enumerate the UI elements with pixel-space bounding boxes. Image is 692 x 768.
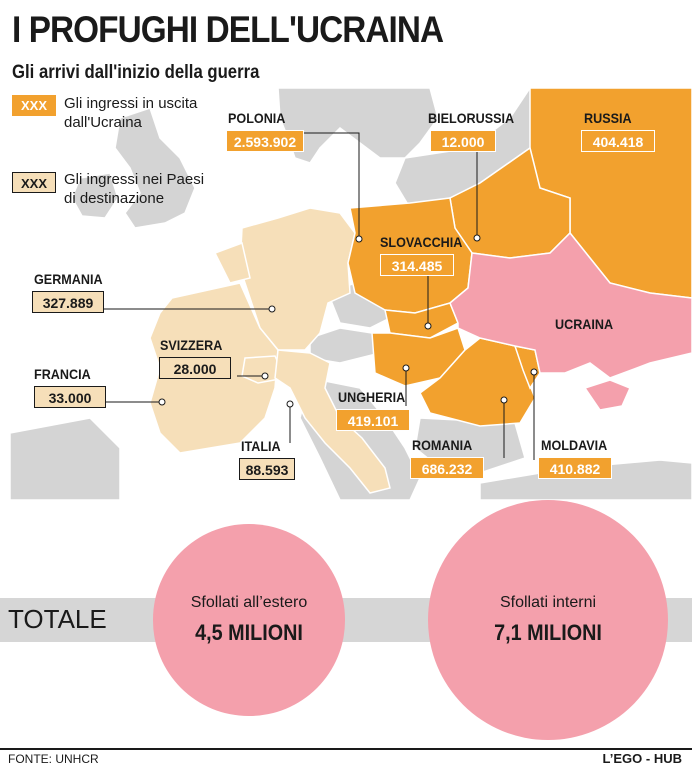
value-italia: 88.593 — [239, 458, 295, 480]
bubble-sfollati-estero — [153, 524, 345, 716]
bubble-sfollati-interni — [428, 500, 668, 740]
value-moldavia: 410.882 — [538, 457, 612, 479]
legend-label-outflow: Gli ingressi in uscita dall'Ucraina — [64, 95, 198, 131]
benelux-shape — [213, 241, 251, 284]
value-polonia: 2.593.902 — [226, 130, 304, 152]
value-ungheria: 419.101 — [336, 409, 410, 431]
page-title: I PROFUGHI DELL'UCRAINA — [12, 9, 444, 50]
legend-label-destination: Gli ingressi nei Paesi di destinazione — [64, 171, 205, 207]
dot-germania — [268, 305, 276, 313]
country-label-germania: GERMANIA — [34, 271, 103, 287]
dot-slovacchia — [424, 322, 432, 330]
country-label-francia: FRANCIA — [34, 366, 91, 382]
country-label-svizzera: SVIZZERA — [160, 337, 223, 353]
uk-shape — [114, 107, 196, 229]
crimea-shape — [583, 379, 632, 411]
country-label-polonia: POLONIA — [228, 110, 286, 126]
credit: L’EGO - HUB — [602, 751, 682, 766]
country-label-moldavia: MOLDAVIA — [541, 437, 608, 453]
country-label-russia: RUSSIA — [584, 110, 632, 126]
iberia-edge-shape — [10, 417, 121, 500]
dot-bielorussia — [473, 234, 481, 242]
bubble-value-interni: 7,1 MILIONI — [494, 620, 602, 645]
dot-italia — [286, 400, 294, 408]
germany-shape — [239, 207, 356, 351]
country-label-slovacchia: SLOVACCHIA — [380, 234, 463, 250]
value-svizzera: 28.000 — [159, 357, 231, 379]
leader-dots — [158, 234, 538, 408]
dot-ungheria — [402, 364, 410, 372]
country-label-ucraina: UCRAINA — [555, 316, 614, 332]
bubble-label-interni: Sfollati interni — [499, 594, 597, 611]
source-note: FONTE: UNHCR — [8, 752, 99, 766]
ireland-shape — [71, 172, 119, 219]
value-romania: 686.232 — [410, 457, 484, 479]
romania-shape — [419, 337, 536, 427]
italy-shape — [274, 349, 391, 494]
footer-rule — [0, 748, 692, 750]
value-slovacchia: 314.485 — [380, 254, 454, 276]
background-land — [10, 88, 692, 500]
legend-swatch-destination: XXX — [12, 172, 56, 193]
leader-polonia — [293, 132, 360, 239]
country-label-bielorussia: BIELORUSSIA — [428, 110, 515, 126]
value-bielorussia: 12.000 — [430, 130, 496, 152]
country-label-romania: ROMANIA — [412, 437, 473, 453]
totale-label: TOTALE — [8, 604, 107, 634]
value-francia: 33.000 — [34, 386, 106, 408]
page-subtitle: Gli arrivi dall'inizio della guerra — [12, 62, 260, 83]
dot-svizzera — [261, 372, 269, 380]
dot-polonia — [355, 235, 363, 243]
bubble-value-estero: 4,5 MILIONI — [195, 620, 303, 645]
value-germania: 327.889 — [32, 291, 104, 313]
country-label-ungheria: UNGHERIA — [338, 389, 406, 405]
bubble-label-estero: Sfollati all’estero — [190, 594, 308, 611]
dot-moldavia — [530, 368, 538, 376]
value-russia: 404.418 — [581, 130, 655, 152]
dot-romania — [500, 396, 508, 404]
country-label-italia: ITALIA — [241, 438, 281, 454]
ukraine-shape — [449, 231, 692, 379]
dot-francia — [158, 398, 166, 406]
legend-swatch-outflow: XXX — [12, 95, 56, 116]
